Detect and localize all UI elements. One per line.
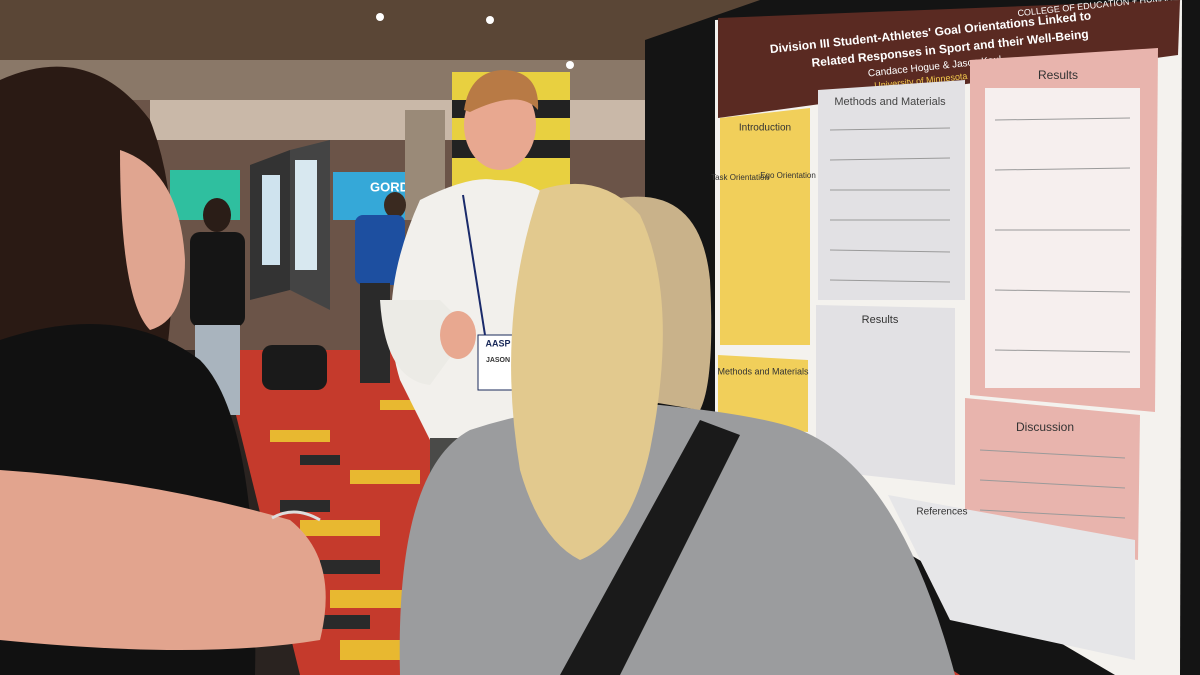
person-head [384, 192, 406, 218]
carpet-pattern [280, 455, 380, 629]
ceiling-light [376, 13, 384, 21]
wall-band [150, 100, 650, 140]
references-box [888, 495, 1135, 660]
results-table [985, 88, 1140, 388]
section-heading: Introduction [739, 123, 791, 134]
section-heading: Results [862, 314, 899, 326]
badge-name: JASON [486, 357, 510, 364]
presenter-hair [464, 70, 539, 112]
woman-left-face [120, 150, 185, 330]
section-heading: Results [1038, 68, 1078, 82]
section-heading: Discussion [1016, 420, 1074, 434]
results-middle-box [816, 305, 955, 485]
bag-strap [560, 420, 740, 675]
ceiling-light [486, 16, 494, 24]
poster-text-lines [829, 117, 1131, 519]
poster [295, 160, 317, 270]
person-body [355, 215, 405, 285]
section-heading: Methods and Materials [717, 366, 809, 376]
intro-box [720, 108, 810, 345]
ceiling-light [566, 61, 574, 69]
methods-lower-box [718, 355, 808, 432]
section-heading: References [916, 507, 967, 518]
person-head [203, 198, 231, 232]
column-heading: Ego Orientation [760, 171, 816, 180]
woman-hair [511, 183, 663, 560]
bracelet [271, 510, 321, 522]
carpet-pattern [270, 400, 430, 660]
section-heading: Methods and Materials [834, 96, 946, 108]
woman-left-arms [0, 470, 326, 650]
lanyard [462, 194, 486, 336]
presenter-hand [440, 311, 476, 359]
poster [262, 175, 280, 265]
person-body [190, 232, 245, 327]
badge-org: AASP [485, 338, 510, 348]
backpack [262, 345, 327, 390]
column-heading: Task Orientation [711, 173, 769, 182]
poster-header [718, 0, 1180, 118]
